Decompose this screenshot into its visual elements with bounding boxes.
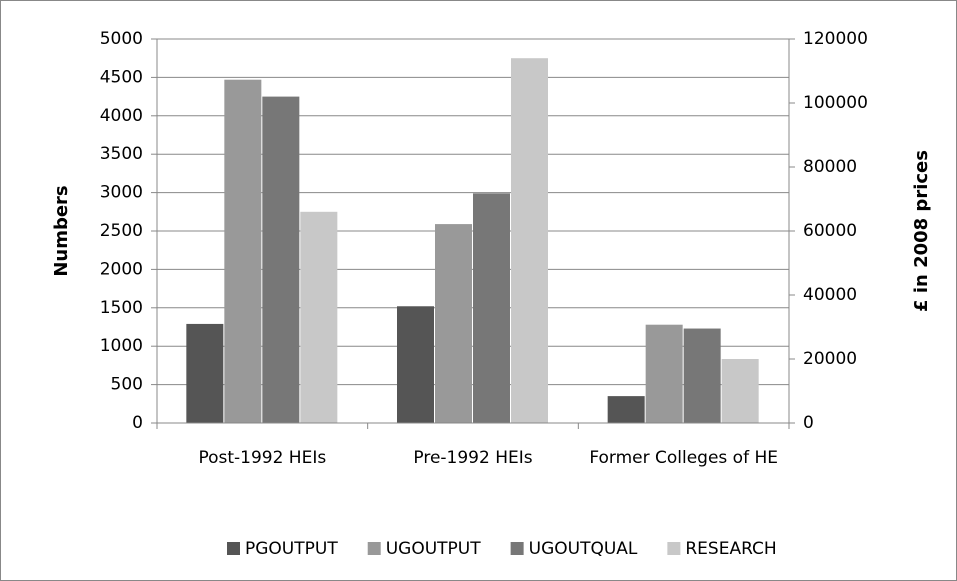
bar bbox=[607, 396, 645, 423]
x-tick-label: Post-1992 HEIs bbox=[198, 448, 326, 468]
y-tick-label: 500 bbox=[111, 375, 143, 395]
y-tick-label: 3000 bbox=[100, 183, 143, 203]
legend-swatch bbox=[367, 542, 381, 555]
y-tick-label: 2500 bbox=[100, 221, 143, 241]
y2-tick-label: 60000 bbox=[803, 221, 857, 241]
bar bbox=[224, 79, 262, 423]
y-axis-label: Numbers bbox=[51, 185, 72, 276]
y-tick-label: 1500 bbox=[100, 298, 143, 318]
legend-swatch bbox=[667, 542, 681, 555]
y2-tick-label: 80000 bbox=[803, 157, 857, 177]
bar bbox=[645, 324, 683, 423]
y-tick-label: 1000 bbox=[100, 336, 143, 356]
bar bbox=[511, 58, 548, 423]
x-tick-label: Former Colleges of HE bbox=[589, 448, 778, 468]
x-tick-label: Pre-1992 HEIs bbox=[413, 448, 532, 468]
y-tick-label: 3500 bbox=[100, 144, 143, 164]
bar bbox=[262, 96, 300, 423]
legend-label: UGOUTPUT bbox=[386, 539, 482, 559]
bar bbox=[721, 359, 759, 423]
y2-tick-label: 20000 bbox=[803, 349, 857, 369]
y2-tick-label: 100000 bbox=[803, 93, 868, 113]
bar bbox=[186, 323, 224, 423]
y-tick-label: 4500 bbox=[100, 67, 143, 87]
bar bbox=[435, 224, 472, 423]
y2-axis-label: £ in 2008 prices bbox=[911, 150, 932, 312]
y-tick-label: 0 bbox=[132, 413, 143, 433]
bar bbox=[473, 193, 510, 423]
y2-tick-label: 120000 bbox=[803, 29, 868, 49]
y2-tick-label: 0 bbox=[803, 413, 814, 433]
y2-tick-label: 40000 bbox=[803, 285, 857, 305]
legend-swatch bbox=[227, 542, 240, 555]
bar bbox=[683, 328, 721, 423]
bar bbox=[300, 211, 338, 423]
y-tick-label: 2000 bbox=[100, 259, 143, 279]
legend-label: PGOUTPUT bbox=[245, 539, 338, 559]
y-tick-label: 5000 bbox=[100, 29, 143, 49]
legend-label: RESEARCH bbox=[685, 539, 776, 559]
bar bbox=[397, 306, 434, 423]
legend-label: UGOUTQUAL bbox=[529, 539, 638, 559]
legend-swatch bbox=[510, 542, 524, 555]
y-tick-label: 4000 bbox=[100, 106, 143, 126]
